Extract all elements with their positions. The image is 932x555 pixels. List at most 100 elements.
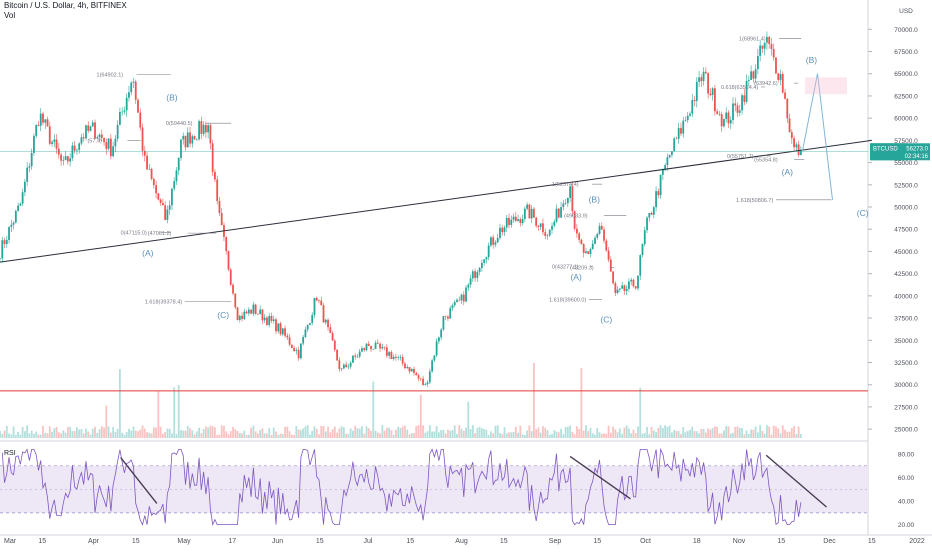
price-tick-label: 70000.0: [894, 27, 918, 34]
volume-bar: [399, 427, 402, 438]
time-tick-label: Jun: [272, 538, 283, 545]
volume-bar: [494, 425, 497, 438]
volume-bar: [159, 426, 162, 438]
volume-bar: [465, 427, 467, 438]
volume-bar: [171, 433, 173, 438]
candle-body: [453, 301, 456, 306]
fib-label: 0.618(63514.4): [721, 85, 758, 91]
volume-bar: [467, 401, 470, 438]
candle-body: [220, 212, 223, 226]
candle-body: [508, 217, 510, 225]
candle-body: [304, 329, 307, 337]
volume-bar: [295, 426, 298, 438]
rsi-tick-label: 40.00: [898, 499, 915, 506]
candle-body: [395, 356, 397, 358]
candle-body: [69, 158, 72, 162]
candle-body: [732, 103, 734, 121]
time-tick-label: Apr: [88, 538, 100, 545]
volume-bar: [82, 433, 85, 438]
candle-body: [354, 355, 357, 357]
candle-body: [324, 319, 327, 323]
candle-body: [492, 237, 495, 245]
candle-body: [352, 355, 354, 363]
candle-body: [675, 138, 678, 140]
volume-bar: [166, 428, 169, 438]
volume-bar: [607, 425, 610, 438]
volume-bar: [114, 431, 117, 438]
volume-bar: [152, 427, 155, 438]
volume-bar: [480, 428, 483, 438]
candle-body: [173, 181, 176, 189]
volume-bar: [209, 425, 212, 438]
volume-bar: [342, 427, 345, 438]
volume-bar: [329, 432, 332, 438]
volume-bar: [57, 432, 60, 438]
candle-body: [327, 319, 329, 328]
candle-body: [342, 364, 345, 369]
candle-body: [643, 230, 646, 245]
volume-bar: [266, 433, 268, 438]
volume-bar: [447, 429, 449, 438]
candle-body: [618, 288, 621, 290]
volume-bar: [352, 430, 354, 438]
volume-bar: [0, 430, 1, 438]
projection-zone: [805, 77, 847, 95]
candle-body: [236, 307, 239, 320]
candle-body: [309, 322, 311, 325]
candle-body: [772, 49, 775, 58]
volume-bar: [668, 425, 671, 438]
time-tick-label: 15: [500, 538, 508, 545]
candle-body: [761, 45, 764, 49]
volume-bar: [220, 425, 223, 438]
volume-bar: [632, 429, 635, 438]
price-tick-label: 52500.0: [894, 182, 918, 189]
volume-bar: [128, 428, 130, 438]
wave-label: (C): [600, 315, 612, 325]
candle-body: [693, 100, 696, 101]
volume-bar: [107, 426, 110, 438]
volume-bar: [766, 425, 768, 438]
volume-bar: [492, 433, 495, 438]
volume-bar: [71, 431, 74, 438]
candle-body: [781, 74, 784, 93]
candle-body: [460, 294, 463, 301]
candle-body: [734, 103, 737, 106]
candle-body: [48, 126, 51, 144]
volume-bar: [395, 429, 397, 438]
volume-bar: [790, 428, 793, 438]
volume-bar: [5, 425, 8, 438]
volume-bar: [200, 433, 203, 438]
candle-body: [152, 178, 155, 186]
candle-body: [191, 136, 194, 144]
candle-body: [523, 208, 526, 220]
volume-bar: [528, 425, 531, 438]
volume-bar: [700, 428, 703, 438]
volume-bar: [539, 432, 542, 438]
price-tick-label: 45000.0: [894, 249, 918, 256]
candle-body: [799, 151, 802, 156]
volume-bar: [754, 426, 757, 438]
volume-bar: [646, 426, 648, 438]
wave-label: (C): [217, 310, 229, 320]
volume-bar: [695, 431, 698, 438]
candle-body: [345, 364, 348, 368]
candle-body: [496, 238, 499, 243]
volume-bar: [675, 430, 678, 438]
candle-body: [290, 344, 293, 349]
candle-body: [641, 244, 644, 256]
volume-bar: [141, 425, 144, 438]
volume-bar: [573, 434, 576, 438]
volume-bar: [354, 425, 357, 438]
candle-body: [428, 371, 431, 383]
volume-bar: [553, 430, 556, 438]
volume-bar: [268, 428, 271, 438]
volume-bar: [713, 426, 716, 438]
volume-bar: [671, 432, 673, 438]
volume-bar: [290, 434, 293, 438]
volume-bar: [437, 432, 440, 438]
rsi-series-line: [1, 447, 802, 527]
volume-bar: [743, 434, 746, 438]
candle-body: [211, 143, 214, 172]
candle-body: [585, 251, 587, 253]
candle-body: [768, 36, 771, 45]
